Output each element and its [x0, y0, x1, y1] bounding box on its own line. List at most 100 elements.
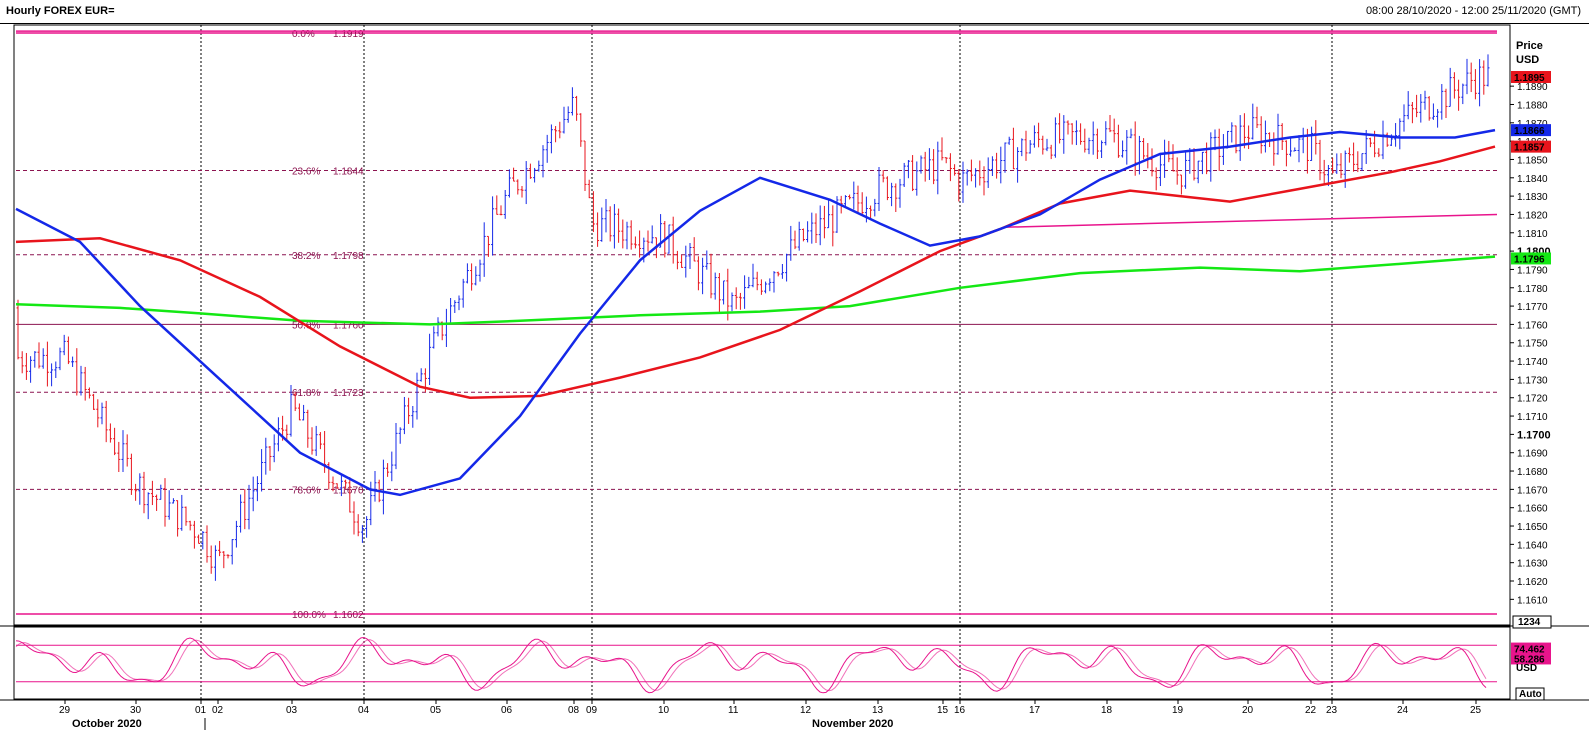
price-tick-label: 1.1660 — [1517, 504, 1548, 515]
ma-slow-line — [15, 255, 1496, 326]
chart-title-bar: Hourly FOREX EUR= 08:00 28/10/2020 - 12:… — [0, 0, 1589, 24]
price-badge — [1511, 124, 1551, 137]
indicator-axis-unit: USD — [1516, 663, 1537, 674]
price-tick-label: 1.1690 — [1517, 449, 1548, 460]
price-axis-ticks: 1.1610 1.1620 1.1630 1.1640 1.1650 1.1660 1.16… — [1510, 82, 1551, 606]
time-axis-label: 30 — [130, 705, 142, 716]
time-axis-label: 01 — [195, 705, 207, 716]
time-axis-label: 23 — [1326, 705, 1338, 716]
time-axis-label: 08 — [568, 705, 580, 716]
fib-level-label: 78.6% — [292, 485, 320, 496]
price-tick-label: 1.1700 — [1517, 429, 1551, 441]
fib-level-label: 23.6% — [292, 166, 320, 177]
price-badge-label: 1.1796 — [1514, 254, 1545, 265]
indicator-badge — [1511, 652, 1551, 665]
price-tick-label: 1.1770 — [1517, 302, 1548, 313]
price-axis-badges: 1.1895 1.1866 1.1857 1.1796 — [1511, 70, 1551, 265]
price-tick-label: 1.1620 — [1517, 577, 1548, 588]
month-label-october: October 2020 — [72, 718, 142, 730]
price-tick-label: 1.1760 — [1517, 320, 1548, 331]
fib-level-label: 61.8% — [292, 388, 320, 399]
date-range: 08:00 28/10/2020 - 12:00 25/11/2020 (GMT… — [1365, 5, 1581, 17]
time-axis-label: 20 — [1242, 705, 1254, 716]
ma-mid-line — [15, 145, 1496, 399]
moving-averages — [15, 128, 1496, 497]
price-tick-label: 1.1670 — [1517, 485, 1548, 496]
time-axis-label: 19 — [1172, 705, 1184, 716]
price-badge-label: 1.1866 — [1514, 126, 1545, 137]
fib-level-price: 1.1670 — [333, 485, 364, 496]
time-axis-label: 11 — [728, 705, 739, 716]
price-tick-label: 1.1740 — [1517, 357, 1548, 368]
time-axis-label: 05 — [430, 705, 442, 716]
trendlines — [16, 30, 1498, 229]
candlesticks — [16, 54, 1490, 581]
price-badge-label: 1.1895 — [1514, 73, 1545, 84]
time-axis-label: 12 — [800, 705, 812, 716]
time-axis-labels: 29 30 01 02 03 04 05 06 08 09 10 11 12 13 15 16 17 18 19 20… — [59, 700, 1482, 716]
price-tick-label: 1.1710 — [1517, 412, 1548, 423]
month-label-november: November 2020 — [812, 718, 893, 730]
time-axis-label: 09 — [586, 705, 598, 716]
time-axis-label: 22 — [1305, 705, 1317, 716]
price-badge — [1511, 140, 1551, 153]
price-tick-label: 1.1840 — [1517, 174, 1548, 185]
time-axis-label: 13 — [872, 705, 884, 716]
time-axis-label: 10 — [658, 705, 670, 716]
time-axis-label: 04 — [358, 705, 370, 716]
price-tick-label: 1.1830 — [1517, 192, 1548, 203]
time-axis-label: 25 — [1470, 705, 1482, 716]
scale-button-label[interactable]: 1234 — [1518, 617, 1541, 628]
price-tick-label: 1.1640 — [1517, 540, 1548, 551]
indicator-badge-label: 74.462 — [1514, 645, 1545, 656]
price-tick-label: 1.1630 — [1517, 559, 1548, 570]
time-axis-label: 15 — [937, 705, 949, 716]
ma-fast-line — [15, 128, 1496, 497]
fib-level-price: 1.1602 — [333, 610, 364, 621]
price-tick-label: 1.1850 — [1517, 155, 1548, 166]
price-tick-label: 1.1750 — [1517, 339, 1548, 350]
time-axis-label: 18 — [1101, 705, 1113, 716]
stoch-k-line — [15, 636, 1487, 694]
price-tick-label: 1.1720 — [1517, 394, 1548, 405]
main-plot-frame — [13, 24, 1511, 626]
scale-button[interactable] — [1512, 615, 1552, 629]
time-axis-label: 17 — [1029, 705, 1041, 716]
price-axis-header: Price — [1516, 40, 1543, 52]
auto-scale-button[interactable] — [1515, 687, 1545, 701]
price-tick-label: 1.1890 — [1517, 82, 1548, 93]
time-axis-label: 24 — [1397, 705, 1409, 716]
price-badge-label: 1.1857 — [1514, 143, 1545, 154]
price-tick-label: 1.1790 — [1517, 265, 1548, 276]
price-badge — [1511, 252, 1551, 265]
fib-level-price: 1.1760 — [333, 320, 364, 331]
stochastic-lines — [15, 636, 1497, 694]
stoch-d-line — [15, 639, 1487, 692]
price-tick-label: 1.1820 — [1517, 210, 1548, 221]
price-tick-label: 1.1680 — [1517, 467, 1548, 478]
indicator-badge — [1511, 642, 1551, 655]
price-tick-label: 1.1880 — [1517, 100, 1548, 111]
price-badge — [1511, 70, 1551, 83]
price-tick-label: 1.1810 — [1517, 229, 1548, 240]
indicator-badge-label: 58.286 — [1514, 654, 1545, 665]
fib-level-price: 1.1798 — [333, 251, 364, 262]
fib-level-price: 1.1844 — [333, 166, 364, 177]
time-axis-label: 03 — [286, 705, 298, 716]
auto-scale-label[interactable]: Auto — [1519, 689, 1542, 700]
fib-level-label: 38.2% — [292, 251, 320, 262]
chart-title: Hourly FOREX EUR= — [6, 5, 115, 17]
price-tick-label: 1.1650 — [1517, 522, 1548, 533]
time-axis-label: 29 — [59, 705, 71, 716]
price-axis-unit: USD — [1516, 54, 1539, 66]
fib-level-price: 1.1919 — [333, 29, 364, 40]
price-tick-label: 1.1730 — [1517, 375, 1548, 386]
price-tick-label: 1.1610 — [1517, 595, 1548, 606]
trendline — [1002, 213, 1498, 229]
price-tick-label: 1.1780 — [1517, 284, 1548, 295]
time-axis-label: 06 — [501, 705, 513, 716]
fib-level-label: 100.0% — [292, 610, 326, 621]
time-axis-label: 02 — [212, 705, 224, 716]
